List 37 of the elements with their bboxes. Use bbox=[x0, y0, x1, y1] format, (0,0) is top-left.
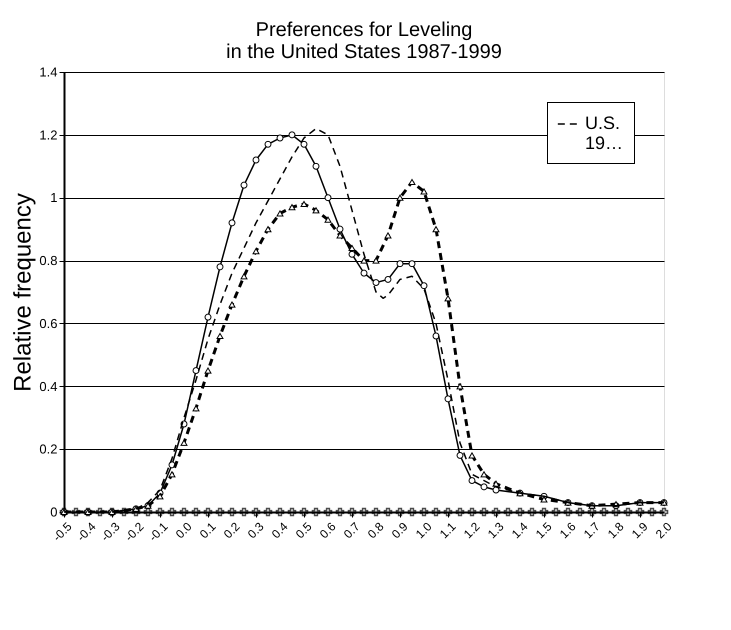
x-tick-label: 1.5 bbox=[532, 519, 555, 542]
x-tick-label: 0.4 bbox=[268, 519, 291, 542]
y-tick-label: 0.2 bbox=[39, 442, 58, 457]
x-tick-label: 1.9 bbox=[628, 519, 651, 542]
y-tick-label: 0.4 bbox=[39, 378, 58, 394]
x-tick-label: -0.2 bbox=[122, 519, 147, 544]
x-tick-label: 0.8 bbox=[364, 519, 387, 542]
x-tick-label: -0.1 bbox=[146, 519, 171, 544]
x-tick-label: 0.1 bbox=[196, 519, 219, 542]
y-tick-label: 1.4 bbox=[39, 64, 58, 80]
x-tick-label: 0.0 bbox=[172, 519, 195, 542]
y-tick-label: 1.2 bbox=[39, 127, 58, 142]
x-tick-label: 1.1 bbox=[436, 519, 459, 542]
x-tick-label: -0.3 bbox=[98, 519, 123, 544]
y-tick-label: 1 bbox=[50, 190, 58, 206]
x-tick-label: 0.9 bbox=[388, 519, 411, 542]
chart-title: Preferences for Leveling in the United States 1987-1999 bbox=[226, 19, 502, 63]
x-tick-label: 1.4 bbox=[508, 519, 531, 542]
x-tick-label: 0.3 bbox=[244, 519, 267, 542]
y-tick-label: 0.8 bbox=[39, 253, 58, 268]
x-tick-label: 1.3 bbox=[484, 519, 507, 542]
x-tick-label: 1.0 bbox=[412, 519, 435, 542]
x-tick-label: 1.2 bbox=[460, 519, 483, 542]
x-tick-label: 1.6 bbox=[556, 519, 579, 542]
x-tick-label: -0.5 bbox=[50, 519, 75, 544]
x-tick-label: 0.5 bbox=[292, 519, 315, 542]
x-tick-label: -0.4 bbox=[74, 519, 99, 544]
y-tick-label: 0.6 bbox=[39, 316, 58, 331]
legend-label: U.S. 19… bbox=[585, 113, 624, 153]
x-tick-label: 0.6 bbox=[316, 519, 339, 542]
x-tick-label: 0.7 bbox=[340, 519, 363, 542]
x-tick-label: 2.0 bbox=[652, 519, 675, 542]
y-axis-title: Relative frequency bbox=[9, 193, 36, 392]
y-tick-label: 0 bbox=[50, 504, 58, 520]
x-tick-label: 0.2 bbox=[220, 519, 243, 542]
x-tick-label: 1.8 bbox=[604, 519, 627, 542]
x-tick-label: 1.7 bbox=[580, 519, 603, 542]
